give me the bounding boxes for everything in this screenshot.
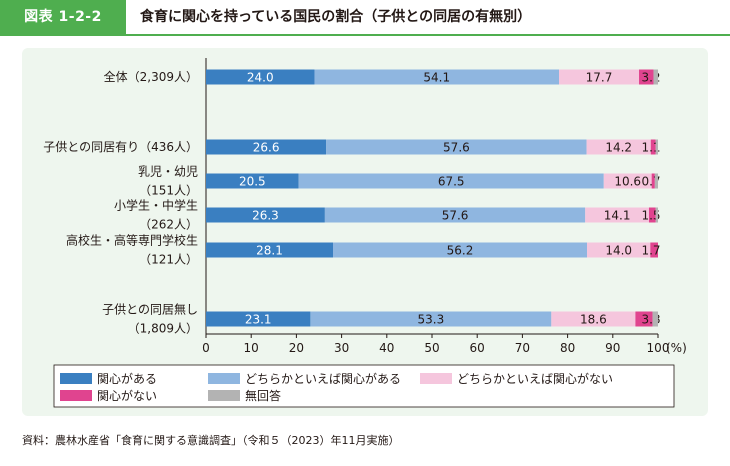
bar-segment (650, 139, 656, 155)
header-rule (0, 34, 730, 36)
bar-segment (206, 242, 334, 258)
data-label: 20.5 (239, 175, 266, 189)
bar-segment (603, 173, 652, 189)
x-tick-label: 70 (515, 341, 530, 355)
legend-label: どちらかといえば関心がない (457, 371, 613, 386)
bar-segment (635, 311, 653, 327)
x-tick-label: 20 (289, 341, 304, 355)
bar-segment (206, 173, 299, 189)
bar-segment (653, 69, 658, 85)
bar-segment (206, 69, 315, 85)
bar-segment (298, 173, 604, 189)
bar-segment (654, 173, 658, 189)
x-tick-label: 0 (202, 341, 210, 355)
figure-title: 食育に関心を持っている国民の割合（子供との同居の有無別） (140, 9, 532, 25)
category-label: 子供との同居有り（436人） (43, 140, 198, 154)
x-tick-label: 80 (560, 341, 575, 355)
bar-segment (587, 242, 651, 258)
data-label: 53.3 (418, 313, 445, 327)
bar-segment (648, 207, 656, 223)
data-label: 14.0 (605, 244, 632, 258)
x-tick-label: 40 (379, 341, 394, 355)
data-label: 17.7 (586, 71, 613, 85)
x-tick-label: 30 (334, 341, 349, 355)
data-label: 14.1 (604, 209, 631, 223)
data-label: 10.6 (614, 175, 641, 189)
bar-segment (586, 139, 651, 155)
bar-segment (326, 139, 587, 155)
figure-header: 図表 1-2-2 食育に関心を持っている国民の割合（子供との同居の有無別） (0, 0, 730, 34)
legend-label: 無回答 (245, 388, 281, 403)
x-axis-unit-label: (%) (666, 341, 687, 355)
x-tick-label: 60 (470, 341, 485, 355)
data-label: 54.1 (423, 71, 450, 85)
data-label: 26.6 (253, 141, 280, 155)
category-label: 子供との同居無し (102, 302, 198, 317)
category-label: 小学生・中学生 (114, 198, 198, 213)
bar-segment (551, 311, 636, 327)
bar-segment (559, 69, 640, 85)
legend-label: 関心がない (97, 388, 157, 403)
data-label: 1.7 (641, 244, 660, 258)
category-label: （262人） (139, 218, 198, 232)
bar-segment (655, 207, 658, 223)
legend-swatch (208, 390, 240, 401)
bar-segment (206, 311, 311, 327)
data-label: 24.0 (247, 71, 274, 85)
x-tick-label: 90 (605, 341, 620, 355)
category-label: 全体（2,309人） (104, 69, 198, 84)
figure-label: 図表 1-2-2 (0, 0, 126, 34)
category-label: （151人） (139, 184, 198, 198)
category-label: 乳児・幼児 (138, 165, 198, 179)
data-label: 14.2 (605, 141, 632, 155)
legend-swatch (60, 390, 92, 401)
legend-swatch (208, 373, 240, 384)
bar-segment (324, 207, 586, 223)
bar-segment (310, 311, 552, 327)
legend-label: 関心がある (97, 371, 157, 386)
bar-segment (652, 311, 658, 327)
data-label: 67.5 (438, 175, 465, 189)
bar-segment (650, 242, 658, 258)
legend-swatch (420, 373, 452, 384)
category-label: （1,809人） (128, 322, 198, 336)
bar-segment (585, 207, 649, 223)
data-label: 26.3 (252, 209, 279, 223)
legend-swatch (60, 373, 92, 384)
legend-box (53, 364, 675, 408)
category-label: （121人） (139, 253, 198, 267)
bar-segment (639, 69, 654, 85)
category-label: 高校生・高等専門学校生 (66, 233, 198, 248)
bar-segment (655, 139, 658, 155)
legend-label: どちらかといえば関心がある (245, 371, 401, 386)
x-tick-label: 100 (647, 341, 670, 355)
bar-segment (651, 173, 655, 189)
data-label: 18.6 (580, 313, 607, 327)
bar-segment (333, 242, 588, 258)
bar-segment (314, 69, 560, 85)
chart-panel (22, 48, 708, 416)
bar-segment (206, 139, 327, 155)
x-tick-label: 50 (424, 341, 439, 355)
data-label: 23.1 (245, 313, 272, 327)
data-label: 57.6 (442, 209, 469, 223)
bar-segment (206, 207, 325, 223)
data-label: 56.2 (447, 244, 474, 258)
data-label: 28.1 (256, 244, 283, 258)
data-label: 57.6 (443, 141, 470, 155)
x-tick-label: 10 (244, 341, 259, 355)
source-note: 資料：農林水産省「食育に関する意識調査」（令和５（2023）年11月実施） (22, 434, 400, 447)
